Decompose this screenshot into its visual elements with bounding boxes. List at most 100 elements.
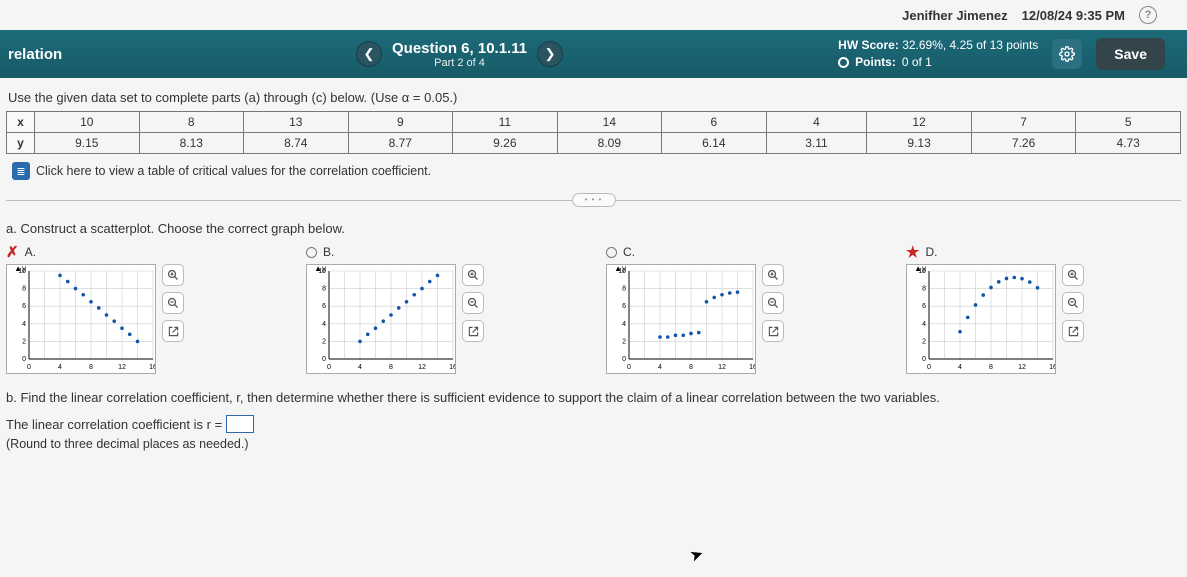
svg-text:10: 10 [618, 268, 626, 275]
svg-text:8: 8 [989, 364, 993, 371]
svg-text:0: 0 [922, 356, 926, 363]
zoom-out-icon[interactable] [762, 292, 784, 314]
table-cell: 8 [139, 112, 244, 133]
svg-text:12: 12 [1018, 364, 1026, 371]
scatter-option-C[interactable]: C.▲y04812160246810 [606, 244, 856, 374]
table-cell: 3.11 [766, 133, 867, 154]
svg-text:8: 8 [22, 286, 26, 293]
svg-text:6: 6 [922, 303, 926, 310]
critical-values-link[interactable]: Click here to view a table of critical v… [36, 164, 431, 178]
svg-text:4: 4 [922, 321, 926, 328]
svg-text:8: 8 [389, 364, 393, 371]
svg-text:16: 16 [1049, 364, 1056, 371]
breadcrumb: relation [0, 46, 90, 63]
prev-question-button[interactable]: ❮ [356, 41, 382, 67]
popout-icon[interactable] [762, 320, 784, 342]
gear-icon [1059, 46, 1075, 62]
svg-text:10: 10 [18, 268, 26, 275]
y-header: y [7, 133, 35, 154]
part-b-text: b. Find the linear correlation coefficie… [6, 390, 1181, 405]
svg-text:12: 12 [418, 364, 426, 371]
question-part: Part 2 of 4 [392, 57, 527, 69]
option-radio[interactable] [306, 247, 317, 258]
scatter-option-B[interactable]: B.▲y04812160246810 [306, 244, 556, 374]
score-block: HW Score: 32.69%, 4.25 of 13 points Poin… [838, 37, 1038, 71]
svg-text:8: 8 [322, 286, 326, 293]
svg-text:4: 4 [22, 321, 26, 328]
svg-text:0: 0 [322, 356, 326, 363]
zoom-in-icon[interactable] [162, 264, 184, 286]
table-cell: 4 [766, 112, 867, 133]
svg-text:0: 0 [27, 364, 31, 371]
svg-text:0: 0 [327, 364, 331, 371]
table-link-icon[interactable]: ≣ [12, 162, 30, 180]
svg-text:4: 4 [958, 364, 962, 371]
zoom-out-icon[interactable] [1062, 292, 1084, 314]
option-radio[interactable] [606, 247, 617, 258]
zoom-out-icon[interactable] [462, 292, 484, 314]
svg-text:2: 2 [22, 338, 26, 345]
user-name: Jenifher Jimenez [902, 8, 1008, 23]
expand-handle[interactable] [572, 193, 616, 207]
question-header: relation ❮ Question 6, 10.1.11 Part 2 of… [0, 30, 1187, 78]
svg-text:0: 0 [627, 364, 631, 371]
svg-text:16: 16 [149, 364, 156, 371]
table-cell: 9.15 [35, 133, 140, 154]
next-question-button[interactable]: ❯ [537, 41, 563, 67]
zoom-in-icon[interactable] [462, 264, 484, 286]
zoom-in-icon[interactable] [1062, 264, 1084, 286]
table-cell: 8.13 [139, 133, 244, 154]
svg-text:8: 8 [622, 286, 626, 293]
table-cell: 13 [244, 112, 349, 133]
table-cell: 8.09 [557, 133, 662, 154]
table-cell: 4.73 [1076, 133, 1181, 154]
datetime: 12/08/24 9:35 PM [1022, 8, 1125, 23]
svg-text:2: 2 [622, 338, 626, 345]
zoom-out-icon[interactable] [162, 292, 184, 314]
svg-text:16: 16 [449, 364, 456, 371]
svg-text:0: 0 [927, 364, 931, 371]
table-cell: 12 [867, 112, 972, 133]
scatter-option-A[interactable]: ✗A.▲y04812160246810 [6, 244, 256, 374]
svg-text:12: 12 [718, 364, 726, 371]
svg-text:12: 12 [118, 364, 126, 371]
popout-icon[interactable] [162, 320, 184, 342]
data-table: x1081391114641275 y9.158.138.748.779.268… [6, 111, 1181, 154]
table-cell: 7 [971, 112, 1076, 133]
svg-text:0: 0 [622, 356, 626, 363]
svg-text:4: 4 [622, 321, 626, 328]
svg-text:8: 8 [89, 364, 93, 371]
svg-text:8: 8 [689, 364, 693, 371]
svg-text:10: 10 [918, 268, 926, 275]
instruction-text: Use the given data set to complete parts… [8, 90, 1181, 105]
table-cell: 6 [662, 112, 767, 133]
popout-icon[interactable] [1062, 320, 1084, 342]
popout-icon[interactable] [462, 320, 484, 342]
svg-text:16: 16 [749, 364, 756, 371]
svg-text:6: 6 [622, 303, 626, 310]
scatter-option-D[interactable]: ★D.▲y04812160246810 [906, 244, 1156, 374]
table-cell: 11 [453, 112, 558, 133]
svg-text:6: 6 [322, 303, 326, 310]
svg-text:2: 2 [922, 338, 926, 345]
r-input[interactable] [226, 415, 254, 433]
table-cell: 6.14 [662, 133, 767, 154]
settings-button[interactable] [1052, 39, 1082, 69]
table-cell: 10 [35, 112, 140, 133]
table-cell: 14 [557, 112, 662, 133]
rounding-note: (Round to three decimal places as needed… [6, 437, 1181, 451]
table-cell: 5 [1076, 112, 1181, 133]
svg-text:4: 4 [358, 364, 362, 371]
svg-text:4: 4 [322, 321, 326, 328]
svg-text:6: 6 [22, 303, 26, 310]
svg-text:0: 0 [22, 356, 26, 363]
r-equation-label: The linear correlation coefficient is r … [6, 417, 222, 432]
svg-text:4: 4 [58, 364, 62, 371]
help-icon[interactable]: ? [1139, 6, 1157, 24]
svg-text:4: 4 [658, 364, 662, 371]
save-button[interactable]: Save [1096, 38, 1165, 70]
zoom-in-icon[interactable] [762, 264, 784, 286]
svg-text:8: 8 [922, 286, 926, 293]
table-cell: 8.74 [244, 133, 349, 154]
table-cell: 9 [348, 112, 453, 133]
